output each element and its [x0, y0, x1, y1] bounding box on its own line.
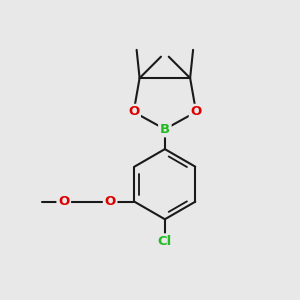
Text: O: O	[104, 195, 116, 208]
Text: O: O	[190, 106, 202, 118]
Text: O: O	[58, 195, 69, 208]
Text: O: O	[128, 106, 139, 118]
Text: Cl: Cl	[158, 235, 172, 248]
Text: B: B	[160, 123, 170, 136]
